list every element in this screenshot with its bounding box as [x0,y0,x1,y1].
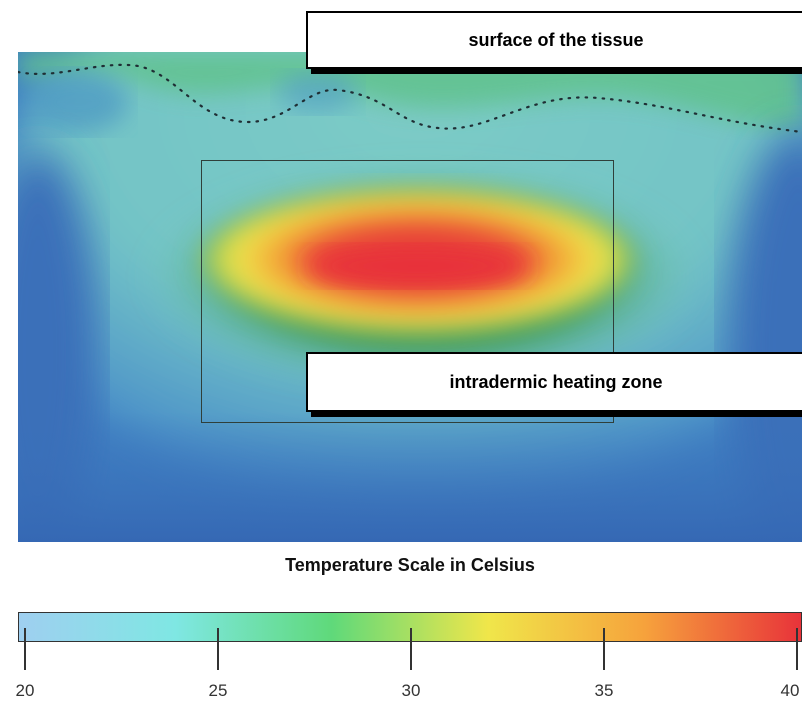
heating-zone-outline [201,160,614,423]
tick-label-30: 30 [401,681,421,700]
tick-label-40: 40 [780,681,800,700]
tick-label-25: 25 [208,681,228,700]
tick-label-20: 20 [15,681,35,700]
scale-title: Temperature Scale in Celsius [285,555,535,575]
tick-label-35: 35 [594,681,614,700]
thermal-heatmap [18,52,802,542]
surface-label: surface of the tissue [306,11,802,69]
heating-zone-label: intradermic heating zone [306,352,802,412]
temperature-colorbar [18,612,802,642]
heatmap-image [18,52,802,542]
